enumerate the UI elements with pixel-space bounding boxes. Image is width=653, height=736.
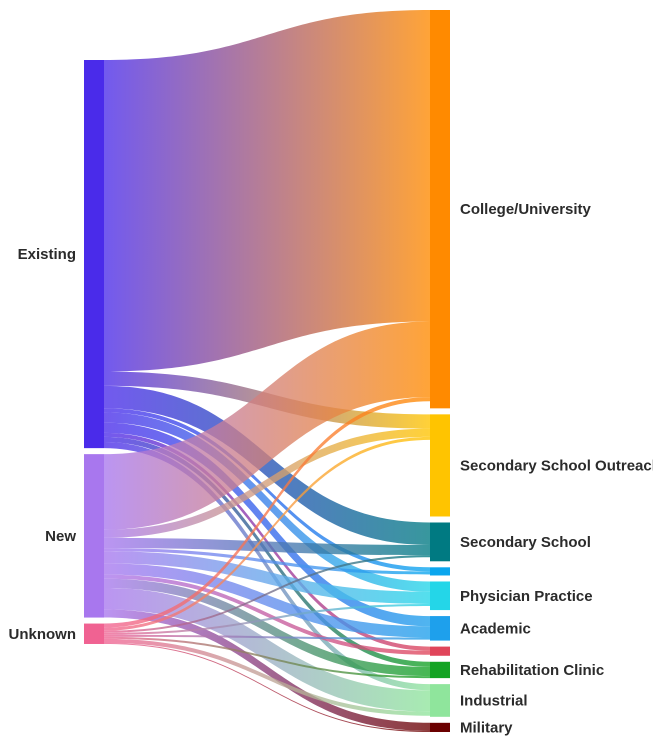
- link-new-to-physician-practice: [104, 551, 430, 604]
- target-node-target-6: [430, 646, 450, 656]
- sankey-nodes: [84, 10, 450, 732]
- link-unknown-to-secondary-school-outreach: [104, 436, 430, 631]
- target-node-military: [430, 722, 450, 732]
- target-node-college-university: [430, 10, 450, 409]
- sankey-labels: Existing New Unknown College/University Seco…: [9, 201, 653, 736]
- link-unknown-to-college-university: [104, 397, 430, 628]
- target-label-military: Military: [460, 719, 513, 736]
- source-label-unknown: Unknown: [9, 626, 77, 643]
- link-unknown-to-secondary-school: [104, 555, 430, 633]
- link-existing-to-rehabilitation-clinic: [104, 436, 430, 667]
- target-label-physician-practice: Physician Practice: [460, 588, 593, 605]
- target-label-college-university: College/University: [460, 201, 592, 218]
- link-existing-to-secondary-school: [104, 385, 430, 545]
- link-existing-to-industrial: [104, 442, 430, 691]
- link-new-to-target-3: [104, 548, 430, 575]
- link-existing-to-college-university: [104, 10, 430, 372]
- target-label-secondary-school-outreach: Secondary School Outreach: [460, 457, 653, 474]
- target-label-academic: Academic: [460, 620, 531, 637]
- link-new-to-secondary-school-outreach: [104, 428, 430, 538]
- link-unknown-to-industrial: [104, 638, 430, 716]
- target-node-rehabilitation-clinic: [430, 661, 450, 679]
- link-new-to-academic: [104, 563, 430, 638]
- target-label-industrial: Industrial: [460, 692, 528, 709]
- link-existing-to-target-3: [104, 408, 430, 572]
- target-node-secondary-school-outreach: [430, 414, 450, 517]
- link-unknown-to-military: [104, 642, 430, 732]
- link-existing-to-physician-practice: [104, 412, 430, 592]
- target-node-physician-practice: [430, 581, 450, 611]
- link-new-to-college-university: [104, 321, 430, 530]
- link-unknown-to-rehabilitation-clinic: [104, 636, 430, 679]
- source-label-existing: Existing: [18, 246, 76, 263]
- target-label-secondary-school: Secondary School: [460, 534, 591, 551]
- target-label-rehabilitation-clinic: Rehabilitation Clinic: [460, 662, 604, 679]
- source-node-unknown: [84, 623, 104, 644]
- link-unknown-to-academic: [104, 634, 430, 640]
- link-new-to-military: [104, 609, 430, 731]
- source-label-new: New: [45, 528, 76, 545]
- target-node-industrial: [430, 684, 450, 717]
- link-new-to-target-6: [104, 574, 430, 655]
- link-existing-to-academic: [104, 422, 430, 627]
- target-node-target-3: [430, 567, 450, 576]
- target-node-secondary-school: [430, 522, 450, 562]
- target-node-academic: [430, 616, 450, 641]
- link-unknown-to-physician-practice: [104, 603, 430, 635]
- link-new-to-secondary-school: [104, 537, 430, 556]
- link-new-to-industrial: [104, 587, 430, 712]
- source-node-new: [84, 454, 104, 618]
- link-new-to-rehabilitation-clinic: [104, 578, 430, 677]
- source-node-existing: [84, 60, 104, 449]
- sankey-links: [104, 10, 430, 732]
